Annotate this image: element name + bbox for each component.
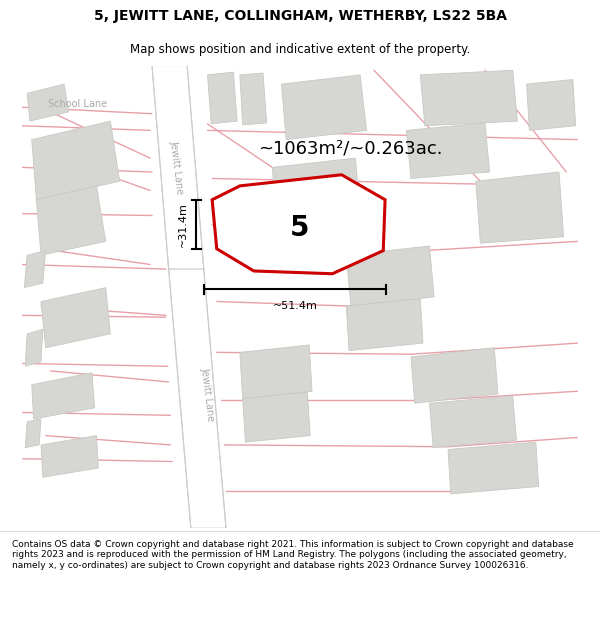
Polygon shape [212, 175, 385, 274]
Polygon shape [448, 442, 539, 494]
Polygon shape [420, 70, 517, 126]
Polygon shape [25, 329, 43, 366]
Text: School Lane: School Lane [49, 99, 107, 109]
Polygon shape [240, 73, 266, 125]
Polygon shape [152, 66, 204, 269]
Polygon shape [242, 392, 310, 442]
Polygon shape [272, 158, 360, 223]
Polygon shape [27, 84, 69, 121]
Polygon shape [32, 121, 119, 200]
Polygon shape [281, 75, 367, 139]
Text: ~51.4m: ~51.4m [272, 301, 317, 311]
Polygon shape [411, 348, 498, 403]
Polygon shape [527, 79, 575, 131]
Polygon shape [346, 246, 434, 306]
Polygon shape [406, 123, 490, 179]
Polygon shape [240, 345, 312, 399]
Polygon shape [430, 396, 517, 448]
Text: 5: 5 [290, 214, 310, 241]
Polygon shape [32, 372, 95, 419]
Polygon shape [346, 299, 423, 351]
Polygon shape [169, 269, 226, 528]
Text: Contains OS data © Crown copyright and database right 2021. This information is : Contains OS data © Crown copyright and d… [12, 540, 574, 569]
Polygon shape [37, 186, 106, 255]
Polygon shape [208, 72, 237, 124]
Polygon shape [25, 419, 41, 447]
Text: Jewitt Lane: Jewitt Lane [199, 366, 216, 421]
Polygon shape [476, 172, 563, 243]
Text: Jewitt Lane: Jewitt Lane [169, 140, 185, 195]
Text: Map shows position and indicative extent of the property.: Map shows position and indicative extent… [130, 42, 470, 56]
Text: ~1063m²/~0.263ac.: ~1063m²/~0.263ac. [259, 140, 443, 158]
Polygon shape [41, 436, 98, 478]
Polygon shape [25, 251, 46, 288]
Text: ~31.4m: ~31.4m [178, 202, 188, 247]
Polygon shape [41, 288, 110, 348]
Text: 5, JEWITT LANE, COLLINGHAM, WETHERBY, LS22 5BA: 5, JEWITT LANE, COLLINGHAM, WETHERBY, LS… [94, 9, 506, 23]
